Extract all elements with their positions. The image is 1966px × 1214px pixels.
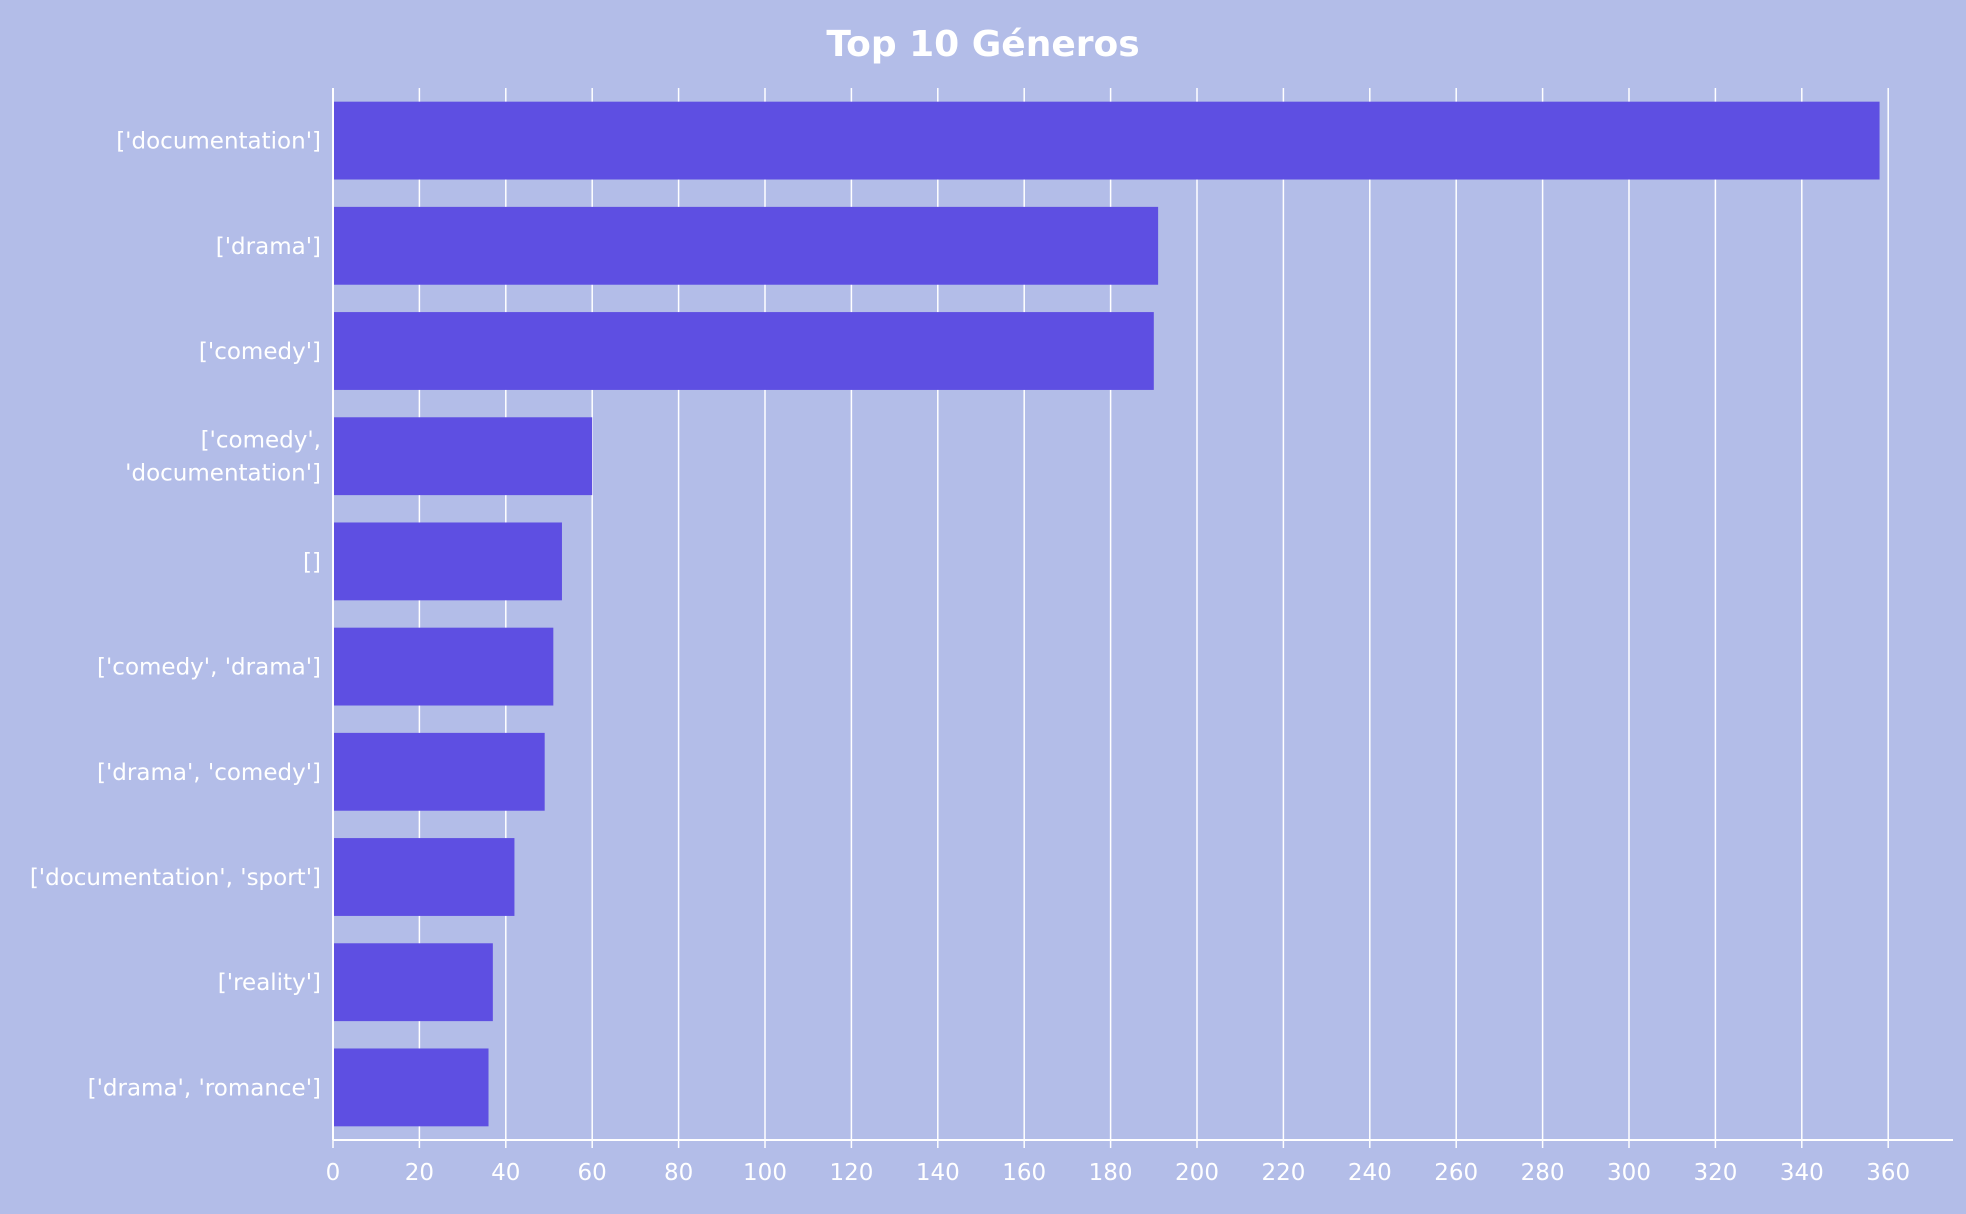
x-tick-label: 300 — [1607, 1160, 1651, 1186]
x-tick-label: 60 — [578, 1160, 607, 1186]
x-tick-label: 240 — [1348, 1160, 1392, 1186]
bar[interactable] — [333, 1048, 489, 1127]
x-tick-label: 20 — [405, 1160, 434, 1186]
bar[interactable] — [333, 943, 493, 1022]
x-tick-label: 280 — [1521, 1160, 1565, 1186]
x-tick-label: 320 — [1693, 1160, 1737, 1186]
bar[interactable] — [333, 838, 515, 916]
bar[interactable] — [333, 627, 554, 706]
x-tick-label: 360 — [1866, 1160, 1910, 1186]
x-tick-label: 200 — [1175, 1160, 1219, 1186]
x-tick-label: 100 — [743, 1160, 787, 1186]
x-tick-label: 260 — [1434, 1160, 1478, 1186]
category-label: ['drama'] — [216, 234, 321, 260]
category-label: ['documentation'] — [116, 129, 321, 155]
category-label: [] — [303, 549, 321, 575]
category-labels: ['documentation'] ['drama'] ['comedy'] ['co… — [30, 129, 321, 1102]
x-tick-label: 120 — [829, 1160, 873, 1186]
x-tick-label: 220 — [1261, 1160, 1305, 1186]
category-label: ['comedy', 'drama'] — [97, 655, 321, 681]
x-tick-label: 340 — [1780, 1160, 1824, 1186]
x-tick-label: 140 — [916, 1160, 960, 1186]
bar[interactable] — [333, 206, 1159, 285]
x-tick-label: 180 — [1089, 1160, 1133, 1186]
x-tick-label: 80 — [664, 1160, 693, 1186]
bar[interactable] — [333, 732, 545, 811]
bar[interactable] — [333, 312, 1154, 390]
x-tick-label: 0 — [326, 1160, 341, 1186]
category-label: ['drama', 'comedy'] — [97, 760, 321, 786]
category-label: ['comedy'] — [199, 339, 321, 365]
bars — [333, 101, 1880, 1127]
x-tick-label: 40 — [491, 1160, 520, 1186]
bar[interactable] — [333, 417, 593, 496]
bar[interactable] — [333, 101, 1880, 180]
category-label: 'documentation'] — [125, 461, 321, 487]
category-label: ['reality'] — [218, 970, 321, 996]
x-tick-label: 160 — [1002, 1160, 1046, 1186]
x-axis: 0 20 40 60 80 100 120 140 160 180 200 220 240 260 280 3… — [326, 88, 1953, 1186]
category-label: ['drama', 'romance'] — [88, 1075, 321, 1101]
bar[interactable] — [333, 522, 562, 601]
category-label: ['documentation', 'sport'] — [30, 865, 321, 891]
chart-title: Top 10 Géneros — [826, 24, 1139, 65]
category-label: ['comedy', — [201, 428, 321, 454]
